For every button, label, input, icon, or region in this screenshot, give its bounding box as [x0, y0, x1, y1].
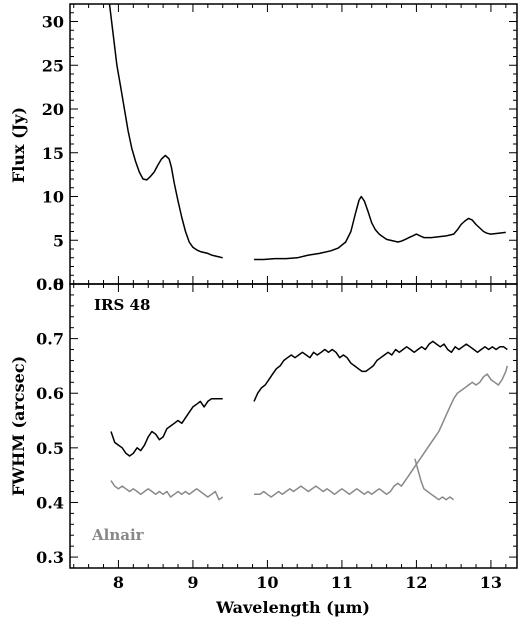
irs48-label: IRS 48: [94, 296, 150, 314]
flux-y-tick-label: 25: [42, 56, 64, 75]
flux-panel-ticks: 0 5 10 15 20 25 30: [42, 3, 517, 294]
fwhm-series-1-segment-2: [414, 458, 455, 501]
flux-panel: 0 5 10 15 20 25 30 Flux (Jy): [9, 3, 518, 294]
x-tick-label: 12: [405, 573, 427, 592]
flux-y-tick-label: 10: [42, 188, 64, 207]
x-tick-label: 11: [331, 573, 353, 592]
flux-y-tick-label: 5: [53, 231, 64, 250]
fwhm-series-1-segment-1: [254, 365, 509, 498]
flux-y-tick-label: 20: [42, 100, 64, 119]
fwhm-y-tick-label: 0.6: [36, 384, 64, 403]
alnair-label: Alnair: [91, 526, 145, 544]
fwhm-series-0-segment-0: [110, 397, 223, 457]
flux-series: [108, 3, 506, 261]
fwhm-y-tick-label: 0.7: [36, 330, 64, 349]
fwhm-series: [110, 340, 509, 501]
x-tick-label: 9: [187, 573, 198, 592]
flux-series-0-segment-1: [254, 195, 506, 261]
x-tick-label: 8: [113, 573, 124, 592]
fwhm-panel: 8 9 10 11 12 13 0.3 0.4 0.5 0.6 0.7 0.8 IRS 48 Alna…: [9, 275, 518, 617]
flux-series-0-segment-0: [108, 3, 223, 259]
x-tick-label: 10: [256, 573, 278, 592]
x-tick-label: 13: [480, 573, 502, 592]
flux-y-tick-label: 15: [42, 144, 64, 163]
flux-y-tick-label: 30: [42, 13, 64, 32]
flux-axis-title: Flux (Jy): [9, 107, 28, 183]
flux-panel-frame: [69, 3, 518, 285]
fwhm-y-tick-label: 0.3: [36, 548, 64, 567]
fwhm-panel-ticks: 8 9 10 11 12 13 0.3 0.4 0.5 0.6 0.7 0.8: [36, 275, 517, 592]
fwhm-y-tick-label: 0.8: [36, 275, 64, 294]
fwhm-y-tick-label: 0.5: [36, 439, 64, 458]
fwhm-y-tick-label: 0.4: [36, 493, 64, 512]
fwhm-series-1-segment-0: [110, 480, 224, 501]
fwhm-series-0-segment-1: [253, 340, 508, 402]
wavelength-axis-title: Wavelength (μm): [215, 598, 370, 617]
fwhm-axis-title: FWHM (arcsec): [9, 356, 28, 496]
flux-y-tick-label: 0: [53, 275, 64, 294]
